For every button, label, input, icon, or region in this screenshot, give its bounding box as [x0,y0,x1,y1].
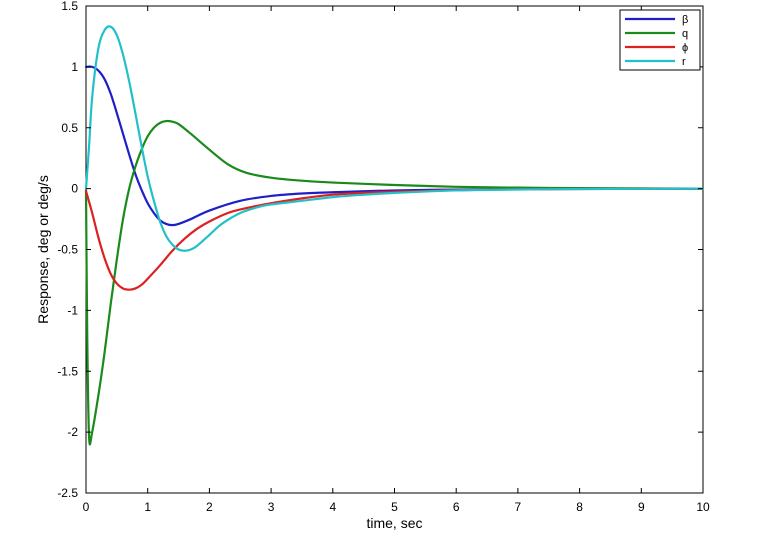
x-tick-label: 3 [268,500,275,514]
x-tick-label: 6 [453,500,460,514]
x-axis-label: time, sec [366,515,422,531]
x-tick-label: 9 [638,500,645,514]
y-tick-label: -1.5 [57,364,78,378]
x-tick-label: 2 [206,500,213,514]
legend-label: β [682,14,688,26]
series-line-2 [84,119,705,446]
ticks-layer: 0 1 2 3 4 5 6 7 8 9 10 -2.5 -2 -1.5 -1 -0.5 0 0.5 1 1.5 [57,0,710,514]
x-tick-label: 1 [144,500,151,514]
y-tick-label: 1.5 [61,0,78,13]
y-tick-label: 1 [71,60,78,74]
x-tick-label: 4 [329,500,336,514]
y-tick-label: 0 [71,182,78,196]
legend-label: r [682,56,686,68]
series-layer [84,25,705,446]
legend-label: ϕ [682,42,688,54]
y-tick-label: -1 [67,303,78,317]
x-tick-label: 0 [83,500,90,514]
y-tick-label: -0.5 [57,243,78,257]
y-tick-label: -2.5 [57,486,78,500]
x-tick-label: 8 [576,500,583,514]
x-tick-label: 5 [391,500,398,514]
x-tick-label: 7 [515,500,522,514]
x-tick-label: 10 [696,500,710,514]
y-tick-label: 0.5 [61,121,78,135]
y-axis-label: Response, deg or deg/s [35,175,51,324]
y-tick-label: -2 [67,425,78,439]
legend-label: q [682,28,688,40]
series-line-4 [84,25,705,252]
